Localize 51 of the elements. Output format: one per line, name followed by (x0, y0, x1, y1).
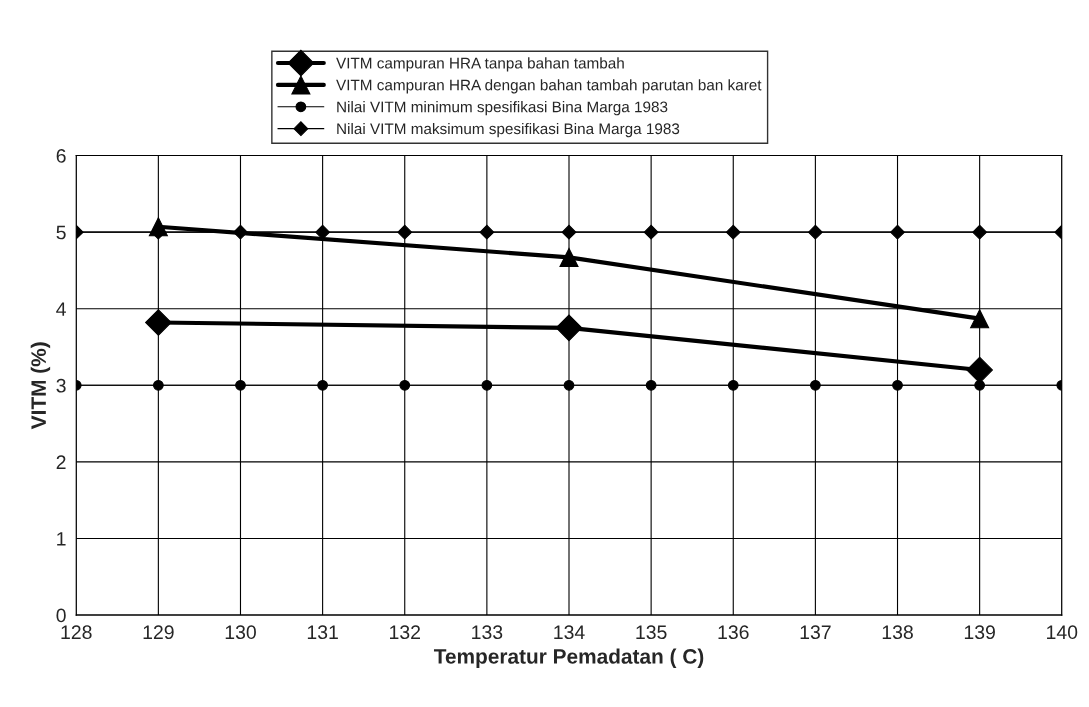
point (892, 379, 903, 391)
point (235, 379, 246, 391)
point (481, 379, 493, 391)
point (148, 217, 168, 237)
x-tick-label: 131 (307, 625, 338, 640)
x-tick-label: 129 (143, 625, 174, 640)
y-tick-label: 4 (56, 302, 66, 316)
point (725, 224, 741, 240)
x-tick-label: 136 (718, 625, 749, 640)
point (145, 309, 172, 336)
x-tick-label: 130 (225, 625, 256, 640)
point (645, 379, 657, 391)
point (559, 247, 579, 267)
y-tick-label: 1 (57, 532, 66, 546)
point (315, 224, 331, 240)
x-tick-label: 138 (882, 625, 913, 640)
legend-label: VITM campuran HRA tanpa bahan tambah (336, 57, 624, 72)
point (397, 224, 413, 240)
x-tick-label: 128 (61, 625, 92, 640)
x-tick-label: 135 (636, 625, 667, 640)
point (555, 314, 583, 342)
x-tick-label: 140 (1047, 625, 1078, 640)
point (152, 379, 164, 391)
legend-label: Nilai VITM maksimum spesifikasi Bina Marga 1983 (337, 122, 680, 138)
x-tick-label: 134 (554, 625, 585, 640)
y-axis-title: VITM (%) (30, 342, 51, 430)
point (561, 224, 577, 240)
y-tick-label: 5 (56, 225, 66, 240)
y-tick-label: 6 (56, 149, 66, 163)
x-tick-label: 139 (964, 625, 995, 640)
legend-label: Nilai VITM minimum spesifikasi Bina Marga 1983 (337, 101, 668, 116)
point (966, 356, 993, 384)
y-tick-label: 0 (56, 608, 66, 623)
legend-label: VITM campuran HRA dengan bahan tambah parutan ban karet (336, 79, 762, 94)
point (972, 224, 988, 240)
x-tick-label: 132 (390, 625, 420, 640)
point (563, 379, 575, 391)
point (317, 379, 328, 391)
x-tick-label: 133 (472, 625, 503, 640)
point (643, 224, 659, 240)
x-tick-label: 137 (800, 625, 831, 640)
point (479, 224, 495, 240)
point (807, 224, 823, 240)
point (399, 379, 411, 391)
point (890, 224, 905, 240)
point (970, 309, 990, 329)
y-tick-label: 2 (56, 455, 66, 469)
y-tick-label: 3 (56, 378, 66, 393)
point (810, 379, 821, 391)
point (727, 379, 739, 391)
x-axis-title: Temperatur Pemadatan ( C) (433, 648, 704, 668)
